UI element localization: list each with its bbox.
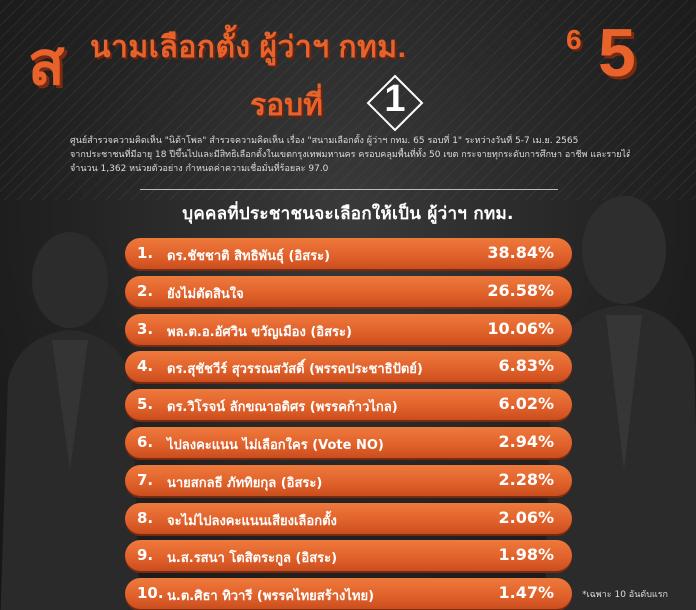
list-item: 10. น.ต.ศิธา ทิวารี (พรรคไทยสร้างไทย) 1.47… bbox=[125, 578, 572, 610]
list-title: บุคคลที่ประชาชนจะเลือกให้เป็น ผู้ว่าฯ กท… bbox=[182, 204, 514, 224]
list-item: 1. ดร.ชัชชาติ สิทธิพันธุ์ (อิสระ) 38.84% bbox=[125, 238, 572, 269]
headline-year-digit: 6 bbox=[566, 24, 582, 55]
list-item: 5. ดร.วิโรจน์ ลักขณาอดิศร (พรรคก้าวไกล) 6.… bbox=[125, 389, 572, 421]
rank: 9. bbox=[137, 546, 154, 565]
rank: 5. bbox=[137, 395, 154, 414]
info-line: จำนวน 1,362 หน่วยตัวอย่าง กำหนดค่าความเช… bbox=[70, 164, 329, 174]
candidate-name: พล.ต.อ.อัศวิน ขวัญเมือง (อิสระ) bbox=[167, 324, 352, 340]
round-text: รอบที่ bbox=[250, 89, 323, 122]
headline-big-letter: ส bbox=[28, 30, 65, 97]
percent-value: 1.47% bbox=[498, 583, 554, 603]
candidate-name: จะไม่ไปลงคะแนนเสียงเลือกตั้ง bbox=[167, 513, 337, 529]
candidate-name: ดร.สุชัชวีร์ สุวรรณสวัสดิ์ (พรรคประชาธิป… bbox=[167, 362, 423, 378]
candidate-name: นายสกลธี ภัททิยกุล (อิสระ) bbox=[167, 475, 323, 491]
rank: 6. bbox=[137, 432, 154, 451]
info-line: จากประชาชนที่มีอายุ 18 ปีขึ้นไปและมีสิทธ… bbox=[70, 150, 630, 160]
list-item: 4. ดร.สุชัชวีร์ สุวรรณสวัสดิ์ (พรรคประชาธ… bbox=[125, 351, 572, 383]
percent-value: 38.84% bbox=[487, 243, 554, 262]
list-item: 6. ไปลงคะแนน ไม่เลือกใคร (Vote NO) 2.94% bbox=[125, 426, 572, 458]
candidate-name: น.ส.รสนา โตสิตระกูล (อิสระ) bbox=[167, 551, 338, 567]
background-pattern bbox=[0, 0, 696, 200]
list-item: 2. ยังไม่ตัดสินใจ 26.58% bbox=[125, 275, 572, 307]
headline: ส นามเลือกตั้ง ผู้ว่าฯ กทม. 6 5 bbox=[0, 10, 696, 97]
rank: 7. bbox=[137, 470, 154, 489]
divider bbox=[140, 189, 558, 190]
list-item: 8. จะไม่ไปลงคะแนนเสียงเลือกตั้ง 2.06% bbox=[125, 502, 572, 534]
percent-value: 2.06% bbox=[498, 507, 554, 527]
candidate-name: ยังไม่ตัดสินใจ bbox=[167, 286, 244, 302]
list-item: 7. นายสกลธี ภัททิยกุล (อิสระ) 2.28% bbox=[125, 464, 572, 496]
candidate-name: น.ต.ศิธา ทิวารี (พรรคไทยสร้างไทย) bbox=[167, 589, 375, 605]
diamond-icon bbox=[366, 74, 424, 132]
round-number: 1 bbox=[384, 78, 406, 120]
candidate-name: ดร.วิโรจน์ ลักขณาอดิศร (พรรคก้าวไกล) bbox=[167, 400, 398, 416]
candidate-name: ไปลงคะแนน ไม่เลือกใคร (Vote NO) bbox=[167, 437, 384, 453]
person-silhouette-left bbox=[0, 232, 140, 610]
footnote: *เฉพาะ 10 อันดับแรก bbox=[582, 590, 668, 600]
rank: 10. bbox=[137, 584, 164, 603]
rank: 8. bbox=[137, 508, 154, 527]
info-line: ศูนย์สำรวจความคิดเห็น "นิด้าโพล" สำรวจคว… bbox=[70, 136, 579, 146]
headline-big-digit: 5 bbox=[598, 15, 636, 91]
percent-value: 1.98% bbox=[498, 545, 554, 565]
rank: 2. bbox=[137, 281, 154, 300]
percent-value: 6.83% bbox=[498, 356, 554, 376]
rank: 4. bbox=[137, 357, 154, 376]
percent-value: 2.94% bbox=[498, 431, 554, 451]
candidate-name: ดร.ชัชชาติ สิทธิพันธุ์ (อิสระ) bbox=[167, 249, 331, 264]
list-item: 9. น.ส.รสนา โตสิตระกูล (อิสระ) 1.98% bbox=[125, 540, 572, 572]
percent-value: 2.28% bbox=[498, 469, 554, 489]
candidate-list: 1. ดร.ชัชชาติ สิทธิพันธุ์ (อิสระ) 38.84% 2… bbox=[125, 238, 572, 610]
headline-title: นามเลือกตั้ง ผู้ว่าฯ กทม. bbox=[90, 31, 407, 64]
percent-value: 6.02% bbox=[498, 394, 554, 414]
percent-value: 26.58% bbox=[487, 280, 554, 300]
person-silhouette-right bbox=[544, 196, 696, 610]
rank: 1. bbox=[137, 244, 154, 262]
list-item: 3. พล.ต.อ.อัศวิน ขวัญเมือง (อิสระ) 10.06% bbox=[125, 313, 572, 345]
survey-info: ศูนย์สำรวจความคิดเห็น "นิด้าโพล" สำรวจคว… bbox=[70, 134, 630, 176]
rank: 3. bbox=[137, 319, 154, 338]
percent-value: 10.06% bbox=[487, 318, 554, 338]
